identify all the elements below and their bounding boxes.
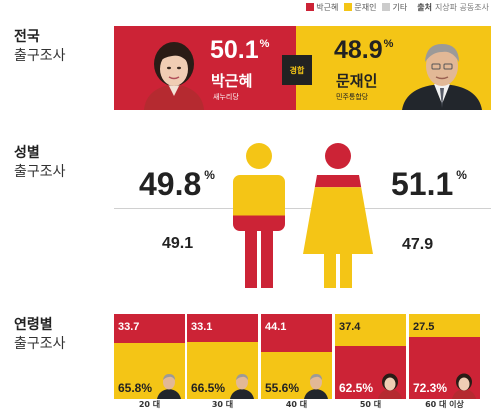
age-top-value: 37.4 [339,321,361,333]
national-bar-park [114,26,297,110]
male-park-percent: 49.8% [139,166,215,202]
moon-portrait [396,32,488,110]
age-top-value: 33.7 [118,321,140,333]
legend-item-park: 박근혜 [306,2,338,13]
moon-thumbnail [156,371,182,399]
park-thumbnail [451,371,477,399]
legend-item-other: 기타 [382,2,407,13]
source-text: 지상파 공동조사 [434,3,489,12]
age-bar-moon [114,343,185,399]
male-figure-top-fill [233,143,285,216]
legend-swatch-park [306,3,315,11]
age-bottom-value: 72.3% [413,381,448,395]
age-axis-label: 20 대 [138,400,161,409]
age-axis-label: 50 대 [359,400,382,409]
age-label-line1: 연령별 [14,317,53,333]
moon-thumbnail [303,371,329,399]
age-top-value: 27.5 [413,321,435,333]
age-bar-park [114,314,185,343]
age-top-value: 44.1 [265,321,287,333]
male-figure-bottom-fill [233,215,285,288]
age-bar-moon [187,342,258,399]
national-label-line1: 전국 [14,29,40,45]
moon-thumbnail [229,371,255,399]
national-moon-percent: 48.9% [334,36,394,64]
female-park-percent: 51.1% [391,166,467,202]
national-moon-party: 민주통합당 [336,93,369,101]
age-column-4: 27.5 72.3% [409,314,480,399]
source-note: 출처 지상파 공동조사 [417,2,489,13]
legend-item-moon: 문재인 [344,2,376,13]
national-moon-name: 문재인 [336,72,378,90]
legend-swatch-other [382,3,391,11]
age-bar-moon [335,314,406,346]
female-figure-bottom-fill [303,187,373,288]
national-label-line2: 출구조사 [14,48,66,64]
age-axis-label: 30 대 [211,400,234,409]
female-figure [303,143,373,288]
contest-badge: 경합 [282,55,312,85]
national-park-name: 박근혜 [211,72,253,90]
legend: 박근혜 문재인 기타 출처 지상파 공동조사 [306,2,489,13]
age-column-0: 33.7 65.8% [114,314,185,399]
age-column-3: 37.4 62.5% [335,314,406,399]
park-portrait [142,32,206,110]
male-moon-percent: 49.1 [162,235,194,252]
age-section-label: 연령별 출구조사 [14,316,66,354]
national-park-percent: 50.1% [210,36,270,64]
park-thumbnail [377,371,403,399]
source-label: 출처 [417,3,432,12]
national-result-bar: 50.1% 박근혜 새누리당 경합 48.9% 문재인 민주통합당 [114,26,491,110]
female-figure-top-fill [303,143,373,188]
male-figure [233,143,285,288]
age-axis-label: 40 대 [285,400,308,409]
age-bar-park [187,314,258,342]
age-bottom-value: 55.6% [265,381,300,395]
age-bar-park [261,314,332,352]
age-bottom-value: 65.8% [118,381,153,395]
age-top-value: 33.1 [191,321,213,333]
age-axis-label: 60 대 이상 [425,400,464,409]
national-section-label: 전국 출구조사 [14,28,66,66]
age-bottom-value: 66.5% [191,381,226,395]
gender-label-line2: 출구조사 [14,164,66,180]
gender-label-line1: 성별 [14,145,40,161]
gender-divider [114,208,491,209]
gender-section-label: 성별 출구조사 [14,144,66,182]
age-bottom-value: 62.5% [339,381,374,395]
age-column-1: 33.1 66.5% [187,314,258,399]
national-park-party: 새누리당 [213,93,239,101]
age-bar-moon [409,314,480,337]
female-moon-percent: 47.9 [402,236,434,253]
age-column-2: 44.1 55.6% [261,314,332,399]
legend-swatch-moon [344,3,353,11]
age-label-line2: 출구조사 [14,336,66,352]
